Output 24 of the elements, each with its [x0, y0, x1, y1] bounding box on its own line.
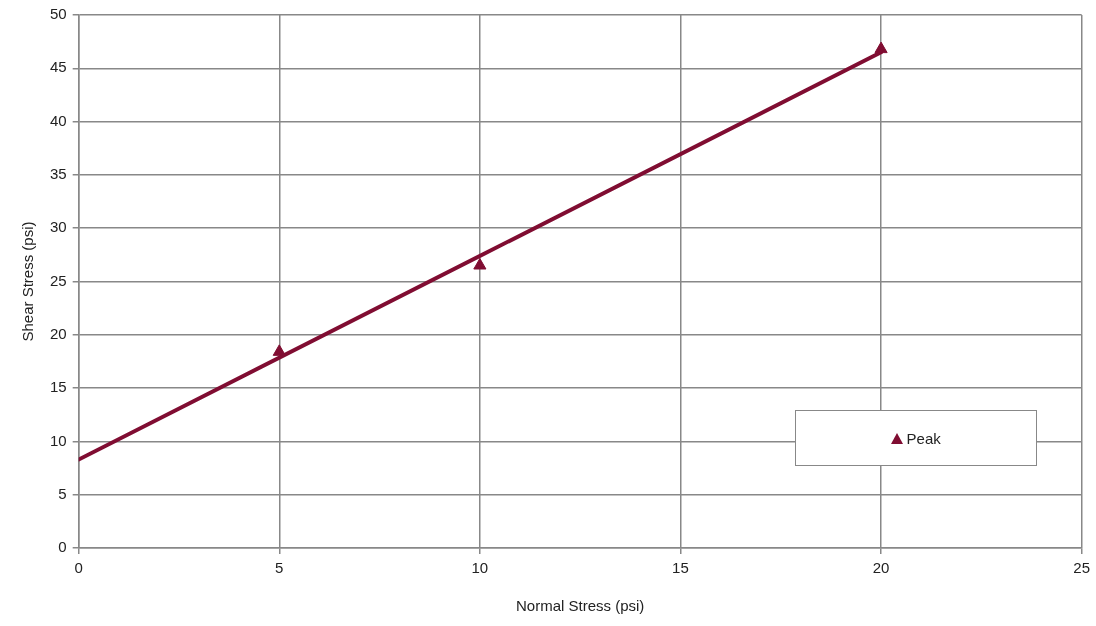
legend-label: Peak — [906, 429, 941, 447]
x-tick-label: 5 — [275, 559, 284, 577]
y-tick-label: 35 — [50, 165, 67, 183]
x-axis-title: Normal Stress (psi) — [515, 597, 645, 615]
y-tick-label: 40 — [50, 111, 67, 129]
x-tick-label: 10 — [471, 559, 489, 577]
x-tick-label: 15 — [672, 559, 689, 577]
y-tick-label: 0 — [58, 538, 67, 556]
x-tick-label: 20 — [872, 559, 890, 577]
y-tick-label: 30 — [50, 218, 67, 236]
legend-frame: Peak — [794, 410, 1037, 466]
point — [272, 344, 286, 356]
y-tick-label: 50 — [50, 5, 67, 23]
x-tick-label: 0 — [74, 559, 83, 577]
y-tick-label: 45 — [50, 58, 67, 76]
y-tick-label: 20 — [50, 324, 67, 342]
y-tick-label: 25 — [50, 271, 67, 289]
x-tick-label: 25 — [1073, 559, 1090, 577]
point — [874, 41, 888, 54]
y-tick-label: 10 — [50, 431, 67, 449]
y-tick-label: 15 — [50, 378, 67, 396]
point — [473, 258, 487, 270]
y-axis-title: Shear Stress (psi) — [19, 221, 37, 342]
y-tick-label: 5 — [58, 484, 67, 502]
